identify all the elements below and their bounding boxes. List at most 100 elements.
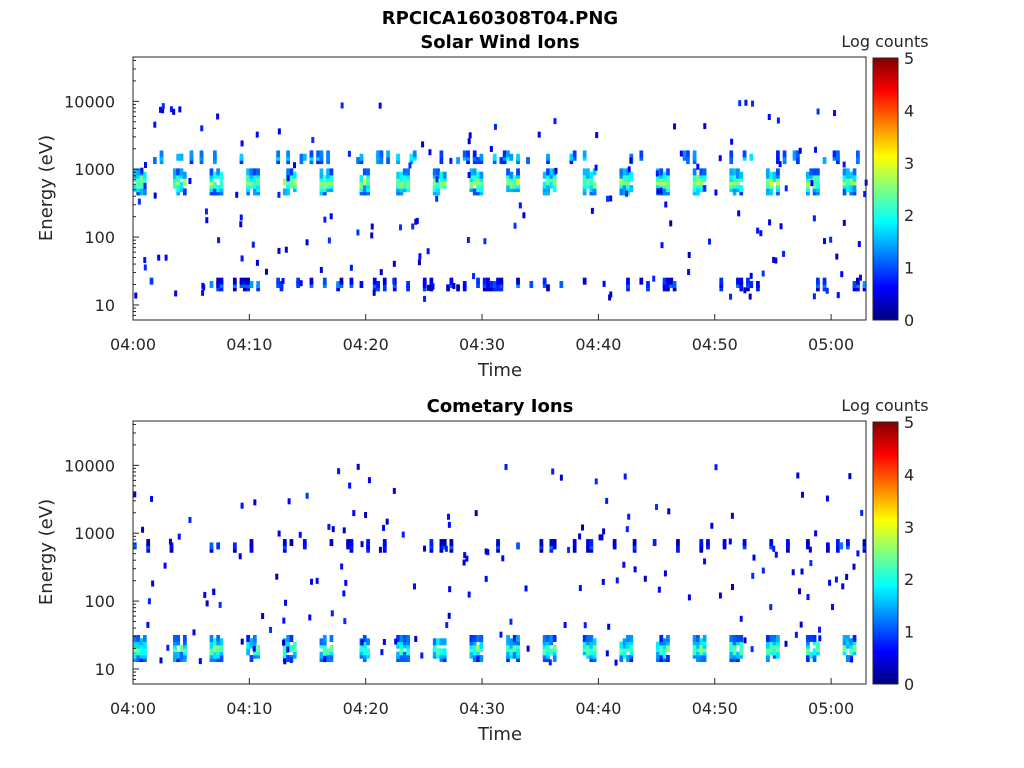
- heatmap-cell: [737, 210, 741, 217]
- heatmap-cell: [378, 546, 382, 553]
- heatmap-cell: [166, 644, 170, 651]
- heatmap-cell: [292, 171, 297, 179]
- heatmap-cell: [406, 281, 410, 289]
- heatmap-cell: [242, 277, 247, 285]
- heatmap-cell: [846, 634, 850, 642]
- heatmap-cell: [399, 171, 404, 179]
- heatmap-cell: [779, 223, 783, 230]
- heatmap-cell: [376, 281, 380, 289]
- heatmap-cell: [319, 651, 324, 659]
- heatmap-cell: [662, 171, 667, 179]
- heatmap-cell: [356, 157, 360, 165]
- heatmap-cell: [246, 168, 251, 176]
- heatmap-cell: [836, 545, 840, 553]
- heatmap-cell: [346, 539, 350, 547]
- heatmap-cell: [484, 575, 488, 582]
- heatmap-cell: [336, 281, 340, 289]
- heatmap-cell: [516, 168, 520, 176]
- heatmap-cell: [816, 175, 820, 183]
- heatmap-cell: [852, 281, 857, 289]
- heatmap-cell: [699, 168, 704, 176]
- heatmap-cell: [835, 253, 839, 260]
- heatmap-cell: [235, 191, 239, 198]
- heatmap-cell: [232, 277, 237, 285]
- heatmap-cell: [359, 281, 364, 289]
- heatmap-cell: [546, 168, 550, 176]
- heatmap-cell: [509, 618, 513, 625]
- heatmap-cell: [463, 552, 467, 559]
- heatmap-cell: [552, 645, 557, 653]
- heatmap-cell: [836, 539, 840, 547]
- heatmap-cell: [172, 168, 177, 176]
- heatmap-cell: [179, 645, 184, 653]
- heatmap-cell: [739, 634, 744, 642]
- heatmap-cell: [169, 106, 173, 113]
- heatmap-cell: [845, 573, 849, 580]
- heatmap-cell: [411, 223, 415, 230]
- heatmap-cell: [142, 171, 147, 179]
- heatmap-cell: [277, 247, 281, 254]
- colorbar-tick-label: 0: [904, 311, 914, 330]
- heatmap-cell: [736, 168, 740, 176]
- heatmap-cell: [421, 141, 425, 148]
- heatmap-cell: [326, 181, 330, 189]
- heatmap-cell: [347, 150, 351, 157]
- heatmap-cell: [582, 641, 587, 649]
- heatmap-cell: [622, 651, 627, 659]
- heatmap-cell: [212, 651, 217, 659]
- heatmap-cell: [249, 281, 254, 289]
- heatmap-cell: [639, 277, 644, 285]
- heatmap-cell: [751, 572, 755, 579]
- heatmap-cell: [761, 567, 765, 574]
- heatmap-cell: [546, 284, 550, 292]
- heatmap-cell: [249, 539, 254, 547]
- heatmap-cell: [667, 508, 671, 515]
- heatmap-cell: [862, 281, 867, 289]
- heatmap-cell: [252, 188, 257, 196]
- heatmap-cell: [298, 531, 302, 538]
- x-tick-label: 04:40: [575, 335, 621, 354]
- heatmap-cell: [609, 195, 613, 202]
- heatmap-cell: [423, 545, 427, 552]
- heatmap-cell: [372, 289, 376, 296]
- heatmap-cell: [742, 539, 747, 547]
- heatmap-cell: [279, 281, 284, 289]
- heatmap-cell: [349, 539, 354, 547]
- heatmap-cell: [549, 634, 554, 642]
- heatmap-cell: [367, 477, 371, 484]
- heatmap-cell: [342, 527, 346, 534]
- heatmap-cell: [662, 277, 667, 285]
- heatmap-cell: [502, 150, 507, 158]
- heatmap-cell: [666, 645, 670, 653]
- heatmap-cell: [444, 545, 448, 552]
- heatmap-cell: [856, 277, 860, 285]
- heatmap-cell: [472, 273, 476, 280]
- heatmap-cell: [816, 641, 820, 649]
- heatmap-cell: [506, 168, 510, 176]
- heatmap-cell: [133, 185, 137, 193]
- heatmap-cell: [284, 246, 288, 253]
- heatmap-cell: [436, 648, 440, 656]
- heatmap-cell: [200, 125, 204, 132]
- heatmap-cell: [809, 651, 814, 659]
- colorbar-tick-label: 1: [904, 259, 914, 278]
- heatmap-cell: [767, 113, 771, 120]
- heatmap-cell: [810, 180, 814, 187]
- heatmap-cell: [366, 638, 370, 646]
- heatmap-cell: [801, 491, 805, 498]
- heatmap-cell: [431, 283, 435, 290]
- heatmap-cell: [436, 168, 440, 176]
- heatmap-cell: [239, 153, 244, 161]
- heatmap-cell: [622, 638, 627, 646]
- heatmap-cell: [738, 100, 742, 107]
- heatmap-cell: [794, 631, 798, 638]
- heatmap-cell: [329, 539, 334, 547]
- heatmap-cell: [201, 282, 205, 289]
- heatmap-cell: [256, 645, 261, 653]
- heatmap-cell: [776, 168, 780, 176]
- heatmap-cell: [143, 264, 147, 271]
- heatmap-cell: [776, 117, 780, 124]
- heatmap-cell: [730, 138, 734, 145]
- colorbar: [872, 421, 899, 685]
- heatmap-cell: [360, 639, 364, 646]
